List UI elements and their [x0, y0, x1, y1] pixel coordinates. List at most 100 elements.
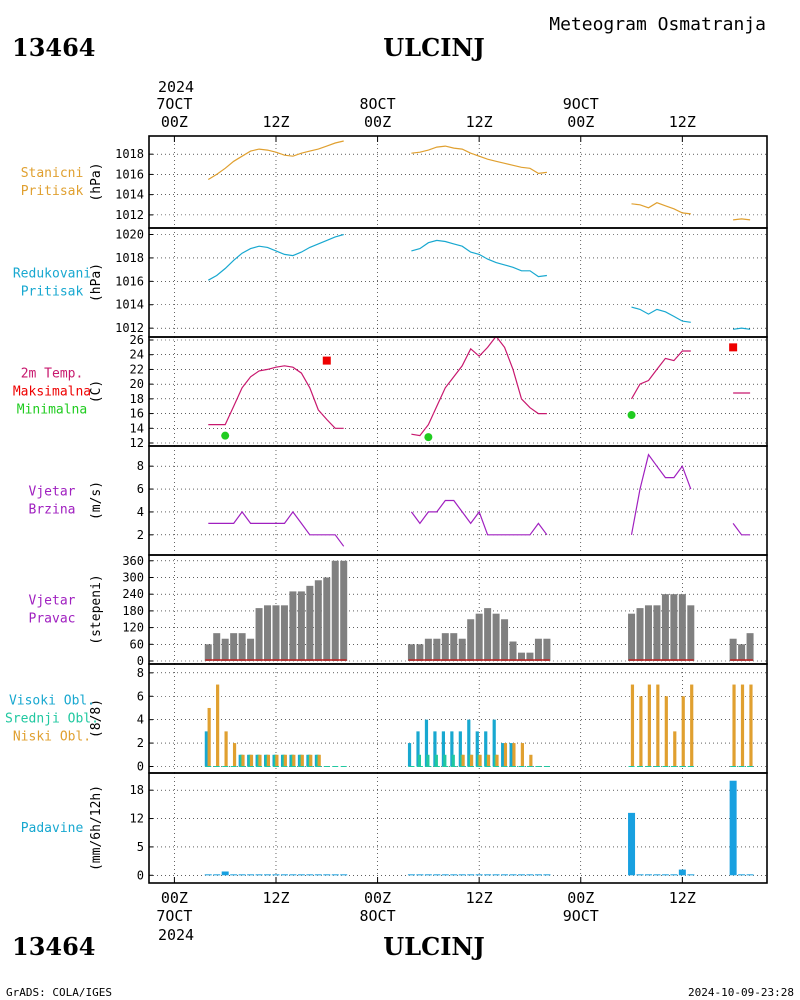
y-tick-label: 4: [137, 505, 144, 519]
top-tick-label: 9OCT: [563, 95, 599, 113]
series-line: [410, 499, 548, 536]
credit-text: GrADS: COLA/IGES: [6, 986, 112, 999]
precip-bar: [484, 874, 492, 876]
y-tick-label: 4: [137, 713, 144, 727]
precip-bar: [221, 871, 229, 876]
wind-dir-bar: [670, 594, 678, 661]
wind-dir-bar: [238, 633, 246, 661]
wind-dir-bar: [628, 613, 636, 661]
plot-area: [208, 233, 751, 330]
tmax-marker: [517, 337, 526, 338]
cloud-bar: [424, 719, 429, 767]
panel-legend-label: Maksimalna: [13, 385, 91, 400]
wind-dir-bar: [467, 619, 475, 661]
precip-bar: [644, 874, 652, 876]
series-line: [630, 453, 692, 535]
panel-precipitation: 0 5 12 18 (mm/6h/12h) Padavine: [21, 772, 768, 884]
cloud-bar: [492, 719, 496, 767]
y-axis-label: (hPa): [89, 263, 104, 302]
bottom-tick-label: 00Z: [567, 889, 594, 907]
y-tick-label: 300: [122, 570, 144, 584]
wind-dir-bar: [340, 560, 348, 661]
station-name-bottom: ULCINJ: [383, 932, 484, 961]
y-axis-label: (8/8): [89, 699, 104, 738]
series-line: [411, 337, 547, 437]
tmin-marker: [627, 411, 636, 420]
cloud-bar: [647, 684, 651, 767]
cloud-bar: [224, 731, 228, 767]
tmax-marker: [322, 356, 331, 365]
precip-bar: [424, 874, 432, 876]
cloud-bar: [443, 754, 447, 767]
y-tick-label: 120: [122, 621, 144, 635]
cloud-bar: [681, 696, 685, 767]
y-tick-label: 1014: [115, 188, 144, 202]
cloud-bar: [690, 684, 694, 767]
cloud-bar: [249, 754, 254, 767]
cloud-bar: [433, 731, 437, 767]
plot-area: [204, 560, 754, 661]
cloud-bar: [484, 731, 488, 767]
y-tick-label: 2: [137, 736, 144, 750]
header: 13464 ULCINJ Meteogram Osmatranja 13464 …: [6, 14, 794, 999]
wind-dir-bar: [306, 585, 314, 661]
wind-dir-bar: [247, 638, 255, 661]
cloud-bar: [451, 754, 455, 767]
y-tick-label: 1016: [115, 274, 144, 288]
wind-dir-bar: [416, 644, 424, 661]
panel-legend-label: Minimalna: [17, 403, 87, 418]
cloud-bar: [749, 684, 753, 767]
panel-frame: [148, 772, 768, 884]
cloud-bar: [292, 754, 296, 767]
y-axis-label: (stepeni): [89, 574, 104, 644]
wind-dir-bar: [323, 577, 331, 661]
plot-area: [207, 140, 751, 221]
series-line: [631, 202, 691, 215]
wind-dir-bar: [475, 613, 483, 661]
panel-legend-label: Pravac: [29, 612, 76, 627]
wind-dir-bar: [746, 633, 754, 661]
y-tick-label: 24: [130, 348, 144, 362]
y-tick-label: 1018: [115, 251, 144, 265]
cloud-bar: [475, 731, 479, 767]
panel-legend-label: Padavine: [21, 821, 84, 836]
wind-dir-bar: [280, 605, 288, 661]
plot-area: [204, 684, 754, 767]
cloud-bar: [478, 754, 482, 767]
panel-legend-label: Niski Obl.: [13, 730, 91, 745]
panel-frame: [148, 135, 768, 229]
cloud-bar: [740, 684, 745, 767]
precip-bar: [467, 874, 475, 876]
precip-bar: [306, 874, 314, 876]
series-line: [733, 218, 751, 221]
tmin-marker: [424, 433, 433, 442]
wind-dir-bar: [644, 605, 652, 661]
panel-legend-label: Srednji Obl.: [5, 712, 99, 727]
precip-bar: [255, 874, 263, 876]
series-line: [208, 510, 345, 547]
y-tick-label: 1016: [115, 167, 144, 181]
wind-dir-bar: [213, 633, 221, 661]
panel-legend-label: Redukovani: [13, 267, 91, 282]
panel-frame: [148, 445, 768, 556]
cloud-bar: [450, 731, 454, 767]
y-axis-label: (C): [89, 380, 104, 403]
top-tick-label: 12Z: [466, 113, 493, 131]
bottom-tick-label: 9OCT: [563, 907, 599, 925]
top-tick-label: 00Z: [161, 113, 188, 131]
y-tick-label: 1020: [115, 228, 144, 242]
y-tick-label: 12: [130, 812, 144, 826]
station-id-bottom: 13464: [12, 932, 96, 961]
top-tick-label: 12Z: [262, 113, 289, 131]
precip-bar: [238, 874, 246, 876]
panels: 1012101410161018(hPa)StanicniPritisak101…: [5, 135, 768, 884]
issued-timestamp: 2024-10-09-23:28: [688, 986, 794, 999]
y-tick-label: 18: [130, 783, 144, 797]
wind-dir-bar: [729, 638, 737, 661]
cloud-bar: [232, 743, 237, 767]
cloud-bar: [495, 754, 499, 767]
top-tick-label: 00Z: [364, 113, 391, 131]
precip-bar: [509, 874, 517, 876]
